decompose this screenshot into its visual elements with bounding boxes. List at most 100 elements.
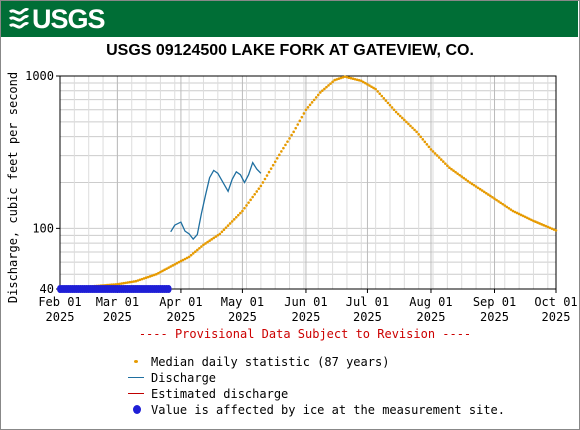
median-point (302, 112, 306, 115)
median-point (288, 137, 291, 140)
median-point (310, 101, 314, 104)
legend-symbol-median (126, 354, 148, 370)
median-point (431, 150, 435, 153)
median-point (476, 186, 480, 190)
median-point (505, 205, 509, 209)
median-point (124, 281, 127, 285)
median-point (265, 174, 269, 177)
median-point (193, 250, 197, 254)
median-point (185, 256, 189, 260)
median-point (339, 76, 343, 80)
median-point (544, 224, 548, 228)
median-point (200, 245, 203, 248)
x-tick-label: Sep 01 (473, 295, 516, 309)
median-point (171, 264, 175, 267)
median-point (421, 138, 425, 141)
median-point (333, 78, 336, 82)
median-point (386, 101, 390, 105)
median-point (368, 84, 371, 87)
median-point (198, 246, 201, 250)
median-point (495, 198, 498, 202)
usgs-logo[interactable]: USGS (9, 4, 106, 34)
median-point (300, 115, 304, 119)
x-tick-label: Mar 01 (96, 295, 139, 309)
median-point (341, 76, 345, 79)
median-point (380, 94, 384, 98)
median-point (480, 189, 484, 192)
median-point (175, 261, 179, 265)
median-point (218, 232, 222, 236)
usgs-banner: USGS (1, 1, 578, 37)
median-point (478, 187, 482, 191)
legend-label-median: Median daily statistic (87 years) (151, 355, 390, 369)
legend-symbol-ice (126, 402, 148, 418)
median-point (275, 156, 279, 160)
median-point (318, 91, 322, 94)
median-point (120, 282, 123, 285)
x-tick-label: Apr 01 (159, 295, 202, 309)
y-tick-label: 40 (40, 282, 54, 296)
median-point (196, 248, 199, 252)
median-point (224, 226, 228, 229)
legend-item-ice: Value is affected by ice at the measurem… (126, 402, 505, 418)
usgs-wave-icon (9, 8, 29, 29)
legend-label-ice: Value is affected by ice at the measurem… (151, 403, 506, 417)
ice-marker (165, 285, 172, 293)
median-point (189, 253, 193, 257)
median-point (351, 77, 355, 81)
median-point (439, 158, 443, 161)
median-point (204, 242, 207, 245)
median-point (161, 269, 164, 273)
median-point (155, 272, 158, 276)
median-point (526, 216, 529, 220)
median-point (396, 112, 400, 116)
x-tick-label-year: 2025 (46, 310, 75, 324)
median-point (134, 279, 138, 283)
median-point (314, 96, 318, 99)
discharge-line (170, 161, 262, 241)
provisional-notice: ---- Provisional Data Subject to Revisio… (138, 327, 472, 341)
median-point (278, 153, 281, 157)
median-point (364, 81, 367, 85)
median-point (210, 238, 213, 241)
median-point (116, 282, 119, 286)
median-point (335, 78, 338, 81)
x-tick-label: Oct 01 (534, 295, 577, 309)
median-point (491, 195, 494, 199)
median-point (554, 229, 558, 232)
median-point (487, 193, 490, 196)
median-point (167, 266, 170, 269)
chart-legend: Median daily statistic (87 years) Discha… (126, 354, 505, 418)
median-point (169, 265, 172, 268)
median-point (546, 225, 550, 229)
median-point (136, 279, 140, 282)
median-point (263, 177, 267, 181)
median-point (400, 116, 404, 120)
median-point (370, 85, 373, 89)
median-point (509, 208, 513, 211)
median-point (284, 143, 287, 147)
median-point (206, 240, 209, 244)
x-tick-label: Jun 01 (284, 295, 327, 309)
legend-label-estimated: Estimated discharge (151, 387, 289, 401)
median-point (530, 218, 533, 222)
median-point (532, 219, 535, 223)
median-point (173, 263, 177, 266)
median-point (234, 215, 238, 219)
median-point (417, 133, 420, 136)
median-point (550, 227, 554, 230)
median-point (552, 228, 556, 231)
median-point (239, 211, 242, 215)
median-point (237, 213, 240, 217)
y-tick-label: 100 (32, 221, 54, 235)
median-point (548, 226, 552, 230)
median-point (312, 98, 316, 102)
median-point (489, 194, 492, 198)
x-tick-label-year: 2025 (417, 310, 446, 324)
median-point (280, 150, 283, 153)
median-point (452, 169, 455, 172)
median-point (501, 202, 505, 206)
plot-area (59, 75, 557, 290)
median-point (454, 170, 457, 174)
median-point (374, 87, 377, 91)
